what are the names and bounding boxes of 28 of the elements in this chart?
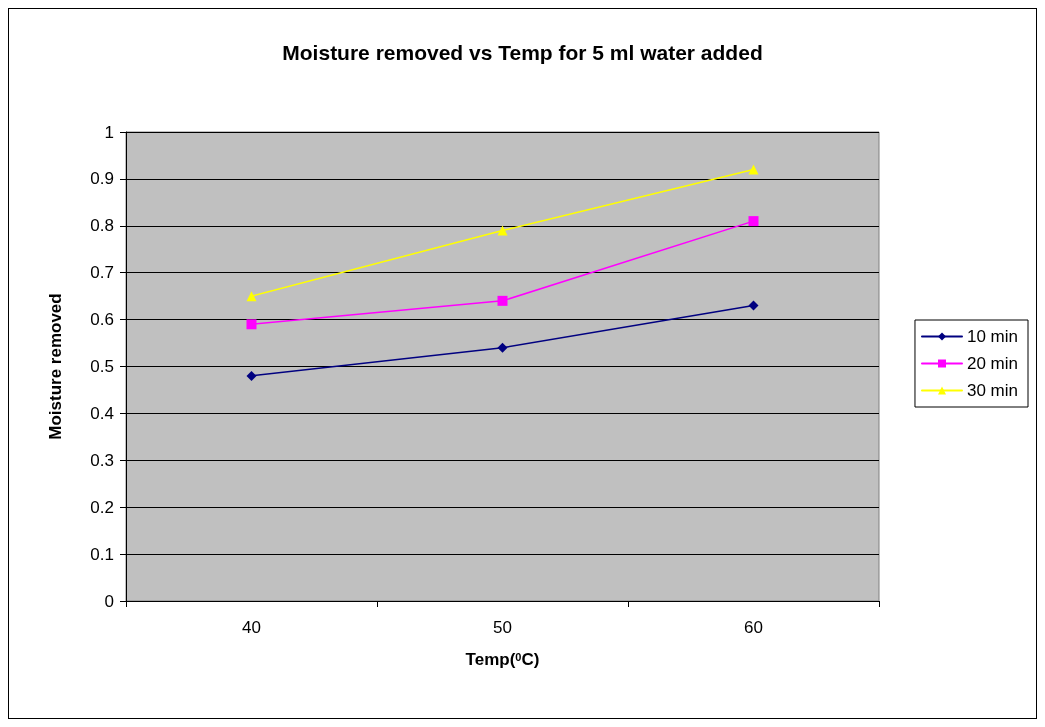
legend-label: 10 min [966, 327, 1019, 346]
y-tick-label: 0.9 [90, 169, 114, 189]
point [246, 370, 257, 381]
point [748, 164, 759, 175]
y-tick-label: 0.8 [90, 216, 114, 236]
y-tick-label: 0.1 [90, 544, 114, 564]
y-tick-label: 0.7 [90, 263, 114, 283]
y-axis-title: Moisture removed [46, 293, 65, 440]
y-tick-label: 0.6 [90, 310, 114, 330]
y-tick-label: 1 [104, 122, 114, 142]
y-tick-label: 0.5 [90, 357, 114, 376]
legend-label: 20 min [966, 354, 1019, 373]
point [748, 300, 759, 311]
y-tick-label: 0 [104, 591, 114, 611]
point [246, 291, 257, 302]
x-tick-label: 50 [493, 618, 512, 637]
y-tick-label: 0.3 [90, 450, 114, 470]
point [246, 319, 257, 330]
y-tick-label: 0.4 [90, 403, 114, 423]
legend-label: 30 min [966, 381, 1019, 400]
x-tick-label: 40 [242, 618, 261, 637]
point [497, 225, 508, 236]
y-tick-label: 0.2 [90, 497, 114, 517]
chart-title: Moisture removed vs Temp for 5 ml water added [282, 41, 763, 64]
point [748, 216, 759, 227]
x-tick-label: 60 [744, 618, 763, 637]
point [497, 295, 508, 306]
point [497, 342, 508, 353]
